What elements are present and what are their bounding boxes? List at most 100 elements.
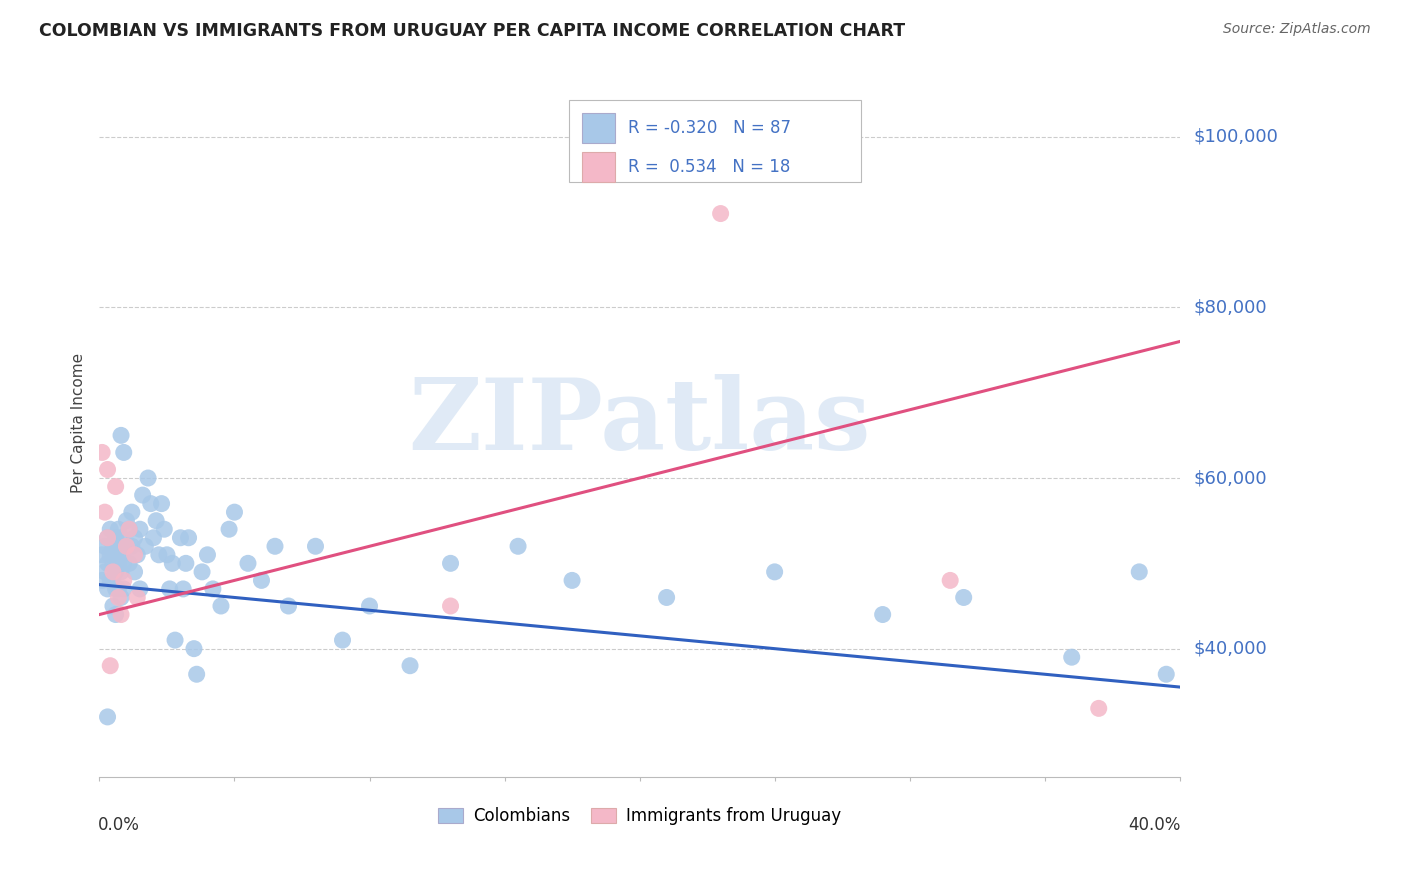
Point xyxy=(104,582,127,596)
Point xyxy=(139,497,162,511)
Point xyxy=(124,531,146,545)
Text: 0.0%: 0.0% xyxy=(98,815,141,833)
Point xyxy=(1154,667,1177,681)
Point xyxy=(96,531,118,545)
Point xyxy=(148,548,170,562)
Point xyxy=(304,539,326,553)
Point xyxy=(107,557,129,571)
Point xyxy=(1060,650,1083,665)
Point xyxy=(91,574,114,588)
Text: ZIPatlas: ZIPatlas xyxy=(408,374,870,471)
Point xyxy=(150,497,173,511)
Point xyxy=(110,565,132,579)
Point xyxy=(250,574,273,588)
Point xyxy=(107,591,129,605)
Point xyxy=(112,574,135,588)
Point xyxy=(96,462,118,476)
Point xyxy=(121,539,143,553)
Point xyxy=(112,445,135,459)
Point xyxy=(1128,565,1150,579)
Point xyxy=(169,531,191,545)
Point xyxy=(91,548,114,562)
Point xyxy=(104,531,127,545)
Point xyxy=(124,548,146,562)
Point xyxy=(91,445,114,459)
Point xyxy=(209,599,232,613)
Point xyxy=(107,539,129,553)
Point xyxy=(118,522,141,536)
Point xyxy=(96,557,118,571)
Point xyxy=(129,522,152,536)
Point xyxy=(118,522,141,536)
Point xyxy=(162,557,184,571)
Point xyxy=(224,505,246,519)
Point xyxy=(710,206,733,220)
Point xyxy=(110,531,132,545)
FancyBboxPatch shape xyxy=(569,101,860,182)
Point xyxy=(104,565,127,579)
Point xyxy=(112,557,135,571)
Point xyxy=(101,565,124,579)
Point xyxy=(872,607,894,622)
Point xyxy=(98,522,121,536)
Point xyxy=(110,607,132,622)
Point xyxy=(104,479,127,493)
Point xyxy=(186,667,208,681)
Point xyxy=(101,574,124,588)
Point xyxy=(94,539,117,553)
Y-axis label: Per Capita Income: Per Capita Income xyxy=(72,352,86,492)
Point xyxy=(439,599,461,613)
Point xyxy=(107,522,129,536)
Point xyxy=(153,522,176,536)
Point xyxy=(94,565,117,579)
Point xyxy=(101,599,124,613)
Text: Source: ZipAtlas.com: Source: ZipAtlas.com xyxy=(1223,22,1371,37)
Point xyxy=(145,514,167,528)
Point xyxy=(136,471,159,485)
Point xyxy=(439,557,461,571)
Point xyxy=(115,539,138,553)
Point xyxy=(127,548,149,562)
Point xyxy=(104,607,127,622)
Point xyxy=(264,539,287,553)
Point xyxy=(655,591,678,605)
Point xyxy=(156,548,179,562)
Point xyxy=(177,531,200,545)
Point xyxy=(101,557,124,571)
Text: COLOMBIAN VS IMMIGRANTS FROM URUGUAY PER CAPITA INCOME CORRELATION CHART: COLOMBIAN VS IMMIGRANTS FROM URUGUAY PER… xyxy=(39,22,905,40)
Text: $100,000: $100,000 xyxy=(1194,128,1278,145)
Point xyxy=(115,514,138,528)
Point xyxy=(96,531,118,545)
Point xyxy=(236,557,259,571)
Point xyxy=(131,488,153,502)
Point xyxy=(939,574,962,588)
Point xyxy=(121,505,143,519)
Point xyxy=(183,641,205,656)
Legend: Colombians, Immigrants from Uruguay: Colombians, Immigrants from Uruguay xyxy=(432,801,848,832)
Point xyxy=(399,658,422,673)
Point xyxy=(763,565,786,579)
Point xyxy=(277,599,299,613)
Point xyxy=(127,591,149,605)
Point xyxy=(201,582,224,596)
Text: R = -0.320   N = 87: R = -0.320 N = 87 xyxy=(627,119,790,137)
Point xyxy=(174,557,197,571)
Point xyxy=(134,539,156,553)
Point xyxy=(952,591,974,605)
Point xyxy=(197,548,219,562)
Text: $80,000: $80,000 xyxy=(1194,299,1267,317)
Point xyxy=(115,539,138,553)
FancyBboxPatch shape xyxy=(582,113,614,143)
FancyBboxPatch shape xyxy=(582,152,614,182)
Point xyxy=(129,582,152,596)
Point xyxy=(1087,701,1109,715)
Point xyxy=(101,539,124,553)
Point xyxy=(96,582,118,596)
Point xyxy=(172,582,194,596)
Point xyxy=(112,582,135,596)
Point xyxy=(110,591,132,605)
Point xyxy=(218,522,240,536)
Point xyxy=(98,548,121,562)
Point xyxy=(359,599,381,613)
Point xyxy=(191,565,214,579)
